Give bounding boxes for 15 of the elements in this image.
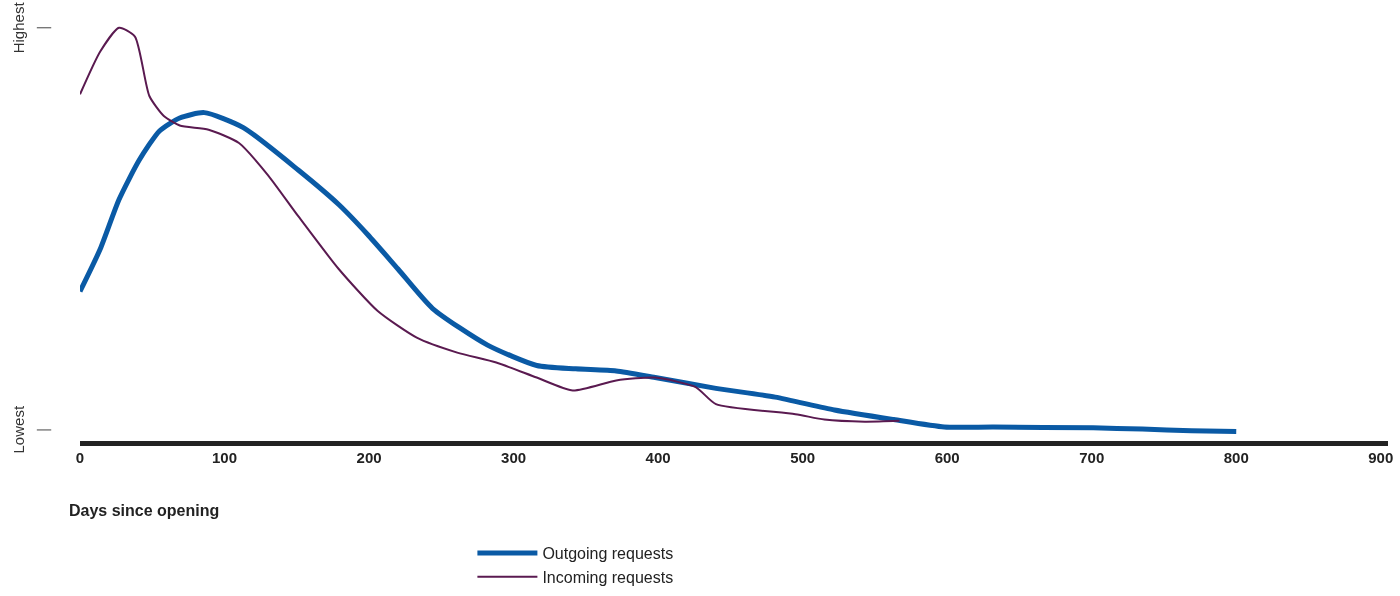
x-axis-title: Days since opening: [69, 502, 220, 519]
x-tick-label: 400: [645, 449, 671, 466]
legend-label: Incoming requests: [542, 568, 674, 586]
text: Lowest: [9, 405, 27, 454]
x-tick-label: 0: [75, 449, 85, 466]
x-tick-label: 800: [1223, 449, 1249, 466]
x-tick-label: 300: [501, 449, 527, 466]
x-tick-label: 500: [790, 449, 816, 466]
legend-label: Outgoing requests: [542, 545, 674, 563]
x-tick-label: 200: [356, 449, 382, 466]
x-tick-label: 600: [934, 449, 960, 466]
x-tick-label: 900: [1368, 449, 1394, 466]
text: Highest: [9, 1, 27, 54]
x-tick-label: 100: [212, 449, 238, 466]
x-tick-label: 700: [1079, 449, 1105, 466]
